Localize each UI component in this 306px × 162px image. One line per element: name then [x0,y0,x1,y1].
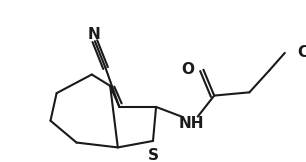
Text: N: N [88,27,101,42]
Text: S: S [147,148,159,162]
Text: O: O [182,62,195,77]
Text: NH: NH [178,116,204,131]
Text: Cl: Cl [297,45,306,60]
